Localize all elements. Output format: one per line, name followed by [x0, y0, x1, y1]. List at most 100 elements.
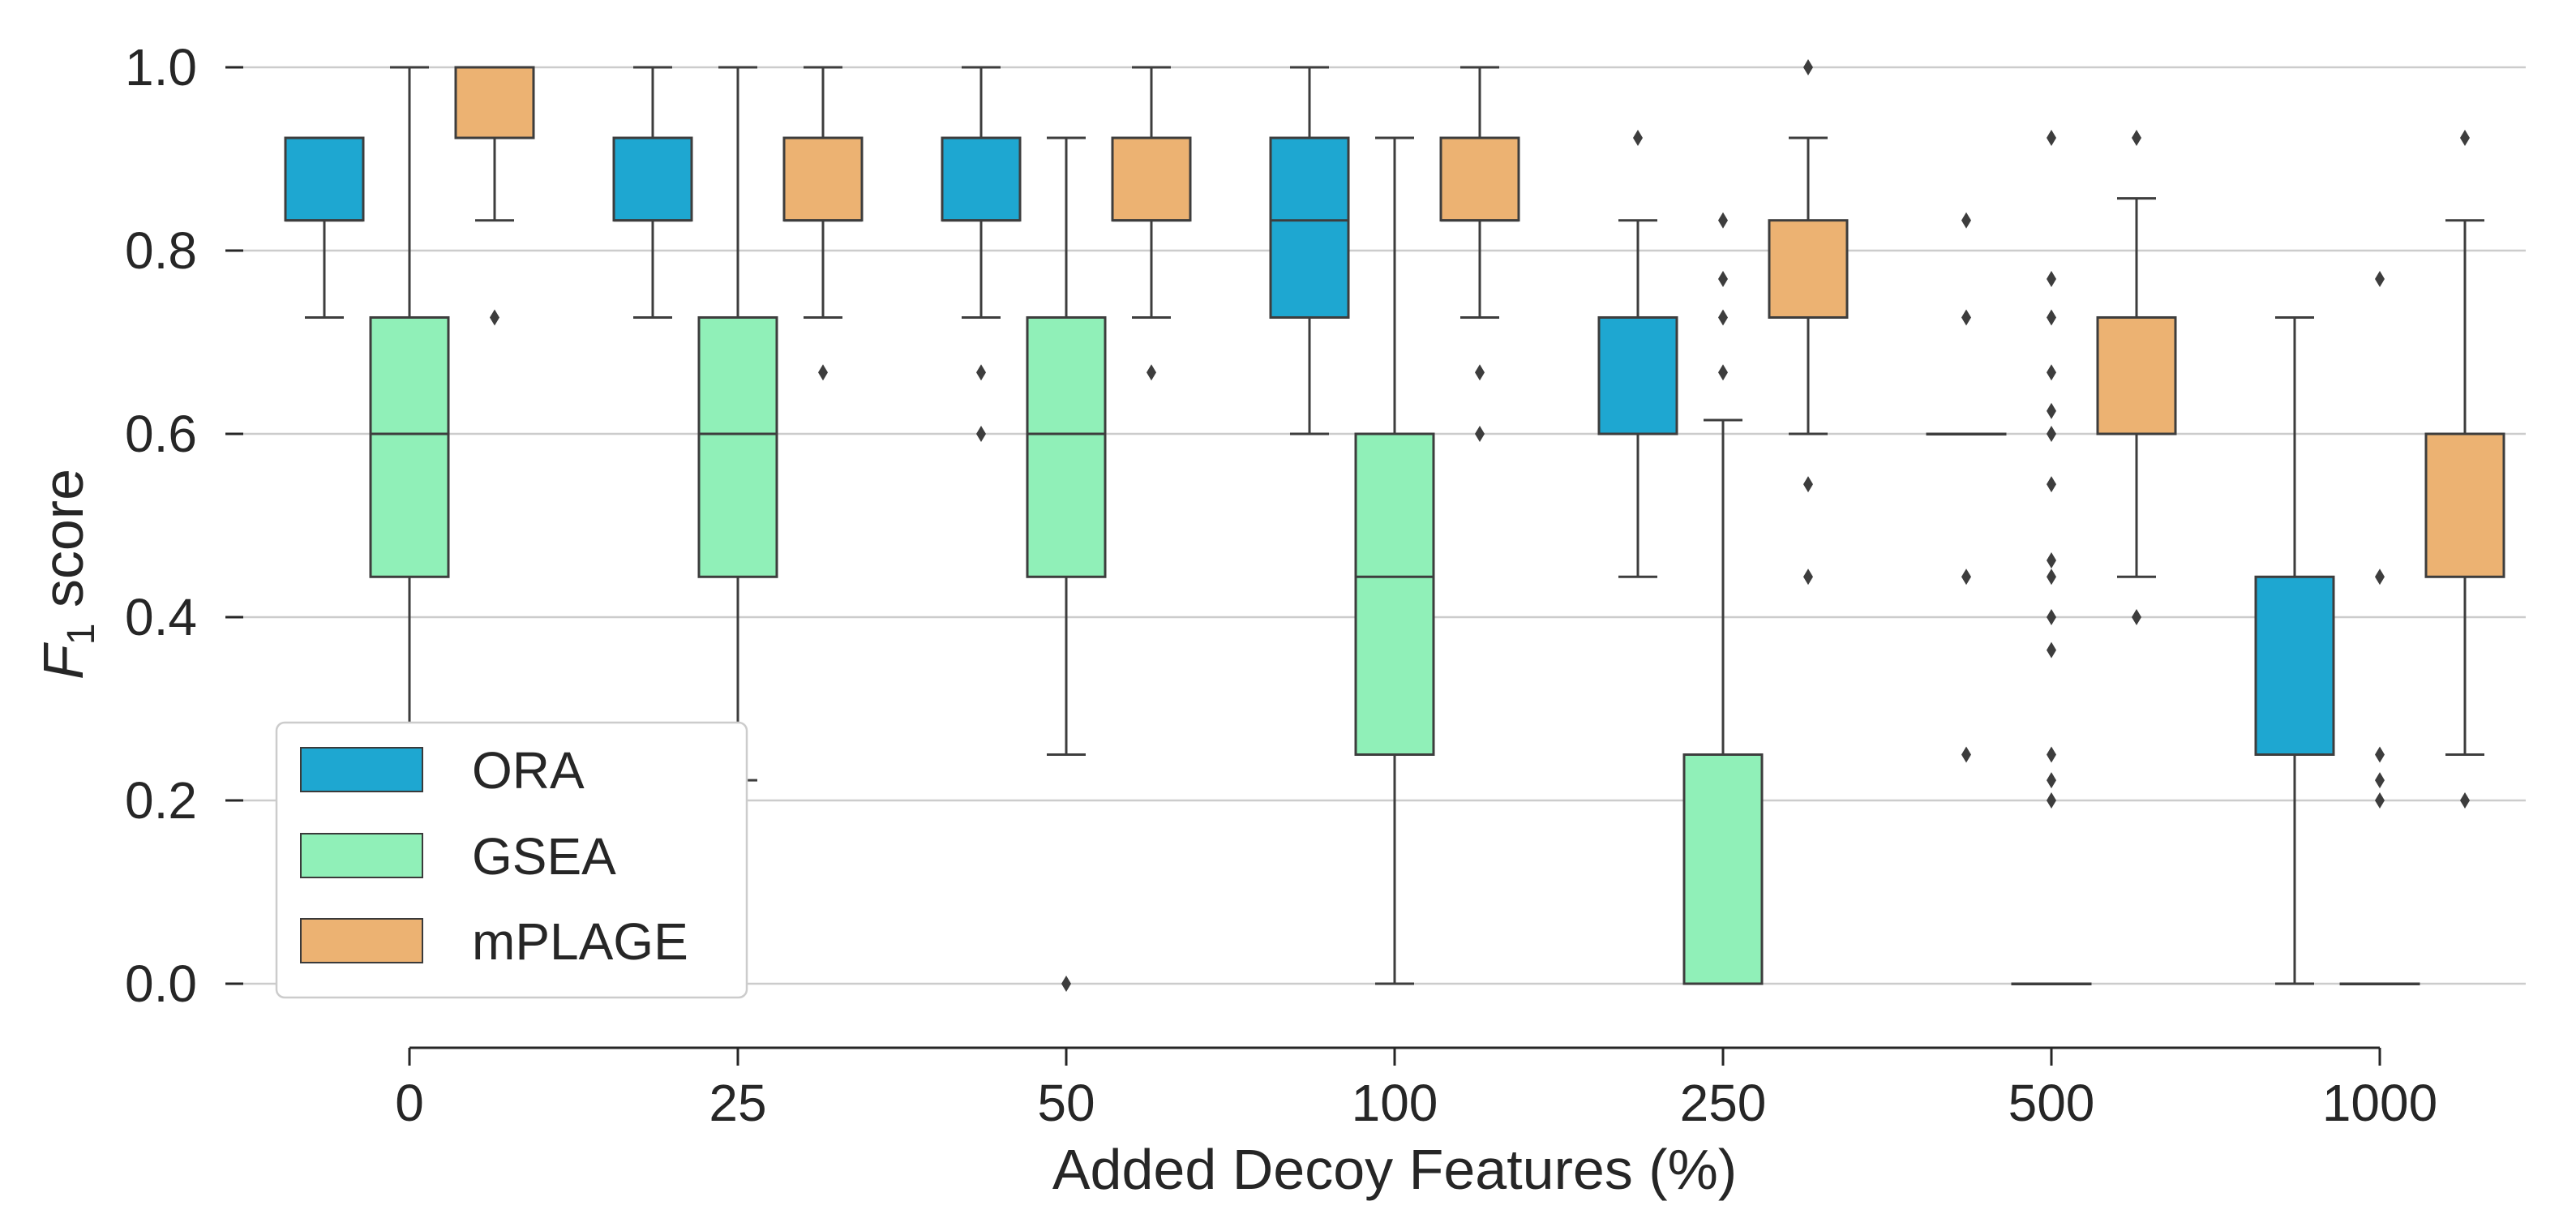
boxplot-mplage-0: [454, 66, 535, 326]
boxplot-ora-25: [612, 66, 693, 319]
y-axis-ticks: 0.0 0.2 0.4 0.6 0.8 1.0: [125, 38, 243, 1013]
outlier-point: [1961, 309, 1971, 326]
boxplot-gsea-250: [1682, 212, 1764, 985]
outlier-point: [2047, 609, 2056, 625]
boxplot-gsea-0: [369, 66, 450, 782]
box: [697, 315, 778, 578]
outlier-point: [1803, 59, 1813, 75]
box: [941, 136, 1022, 222]
box: [454, 66, 535, 139]
box: [1354, 432, 1435, 756]
box: [1269, 136, 1350, 319]
outlier-point: [1718, 309, 1728, 326]
y-axis-label-rest: score: [32, 469, 95, 624]
boxplot-gsea-50: [1026, 136, 1107, 992]
x-tick-label: 0: [395, 1074, 424, 1132]
outlier-point: [976, 426, 986, 442]
x-tick-label: 25: [709, 1074, 766, 1132]
x-tick-label: 100: [1352, 1074, 1438, 1132]
outlier-point: [2047, 402, 2056, 419]
legend-label-ora: ORA: [472, 741, 585, 800]
outlier-point: [2047, 364, 2056, 381]
box: [2424, 432, 2505, 578]
y-axis-label-subscript: 1: [60, 624, 103, 646]
outlier-point: [2375, 792, 2385, 809]
outlier-point: [2375, 568, 2385, 586]
y-tick-label: 0.4: [125, 588, 197, 646]
y-tick-label: 0.0: [125, 955, 197, 1013]
outlier-point: [2460, 792, 2470, 809]
outlier-point: [1061, 976, 1071, 992]
x-tick-label: 1000: [2322, 1074, 2437, 1132]
boxplot-mplage-1000: [2424, 130, 2505, 809]
box: [1439, 136, 1520, 222]
outlier-point: [1803, 476, 1813, 493]
box: [284, 136, 365, 222]
y-tick-label: 0.6: [125, 405, 197, 463]
box: [1682, 753, 1764, 985]
boxplots: [284, 59, 2505, 992]
box: [612, 136, 693, 222]
x-tick-label: 500: [2008, 1074, 2095, 1132]
outlier-point: [2047, 271, 2056, 288]
outlier-point: [2047, 746, 2056, 763]
y-tick-label: 0.2: [125, 771, 197, 830]
x-tick-label: 50: [1037, 1074, 1095, 1132]
legend-label-mplage: mPLAGE: [472, 912, 688, 971]
boxplot-gsea-25: [697, 66, 778, 782]
outlier-point: [976, 364, 986, 381]
box: [1768, 219, 1849, 319]
outlier-point: [2047, 568, 2056, 586]
x-axis-ticks: 0 25 50 100 250 500 1000: [395, 1048, 2437, 1132]
box: [369, 315, 450, 578]
y-axis-label-main: F: [32, 641, 95, 680]
outlier-point: [1961, 746, 1971, 763]
x-axis-label: Added Decoy Features (%): [1052, 1138, 1737, 1201]
boxplot-mplage-25: [782, 66, 864, 381]
boxplot-ora-500: [1926, 212, 2007, 763]
outlier-point: [1718, 271, 1728, 288]
boxplot-gsea-500: [2011, 130, 2092, 985]
box: [782, 136, 864, 222]
box: [1111, 136, 1192, 222]
outlier-point: [1961, 212, 1971, 229]
outlier-point: [818, 364, 828, 381]
outlier-point: [2047, 130, 2056, 147]
boxplot-mplage-100: [1439, 66, 1520, 442]
outlier-point: [2375, 746, 2385, 763]
legend-swatch-mplage: [300, 918, 423, 963]
legend: ORA GSEA mPLAGE: [275, 721, 748, 999]
outlier-point: [2047, 476, 2056, 493]
legend-swatch-ora: [300, 747, 423, 792]
outlier-point: [1718, 212, 1728, 229]
outlier-point: [1147, 364, 1156, 381]
outlier-point: [1475, 364, 1485, 381]
boxplot-gsea-100: [1354, 136, 1435, 985]
outlier-point: [2047, 309, 2056, 326]
boxplot-ora-1000: [2254, 315, 2335, 985]
outlier-point: [1633, 130, 1643, 147]
outlier-point: [2047, 641, 2056, 659]
outlier-point: [2132, 609, 2141, 625]
outlier-point: [2047, 551, 2056, 568]
outlier-point: [490, 309, 499, 326]
y-tick-label: 1.0: [125, 38, 197, 97]
x-tick-label: 250: [1680, 1074, 1767, 1132]
outlier-point: [1961, 568, 1971, 586]
box: [2096, 315, 2177, 435]
box: [1026, 315, 1107, 578]
outlier-point: [2047, 426, 2056, 442]
boxplot-mplage-500: [2096, 130, 2177, 625]
y-tick-label: 0.8: [125, 221, 197, 280]
boxplot-ora-50: [941, 66, 1022, 442]
outlier-point: [2132, 130, 2141, 147]
outlier-point: [2375, 772, 2385, 789]
legend-label-gsea: GSEA: [472, 827, 616, 886]
outlier-point: [2047, 772, 2056, 789]
outlier-point: [2375, 271, 2385, 288]
boxplot-ora-100: [1269, 66, 1350, 435]
boxplot-mplage-250: [1768, 59, 1849, 586]
boxplot-ora-250: [1597, 130, 1678, 578]
outlier-point: [1718, 364, 1728, 381]
